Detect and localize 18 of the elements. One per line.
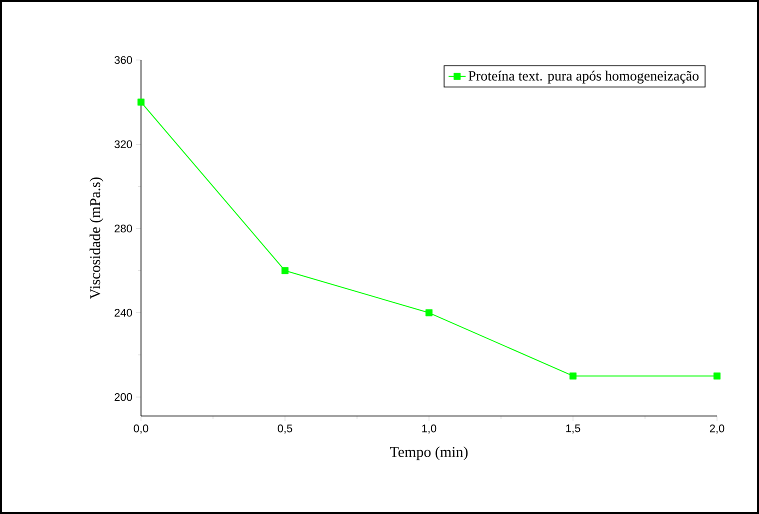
point [570,372,577,380]
x-tick-label: 2,0 [710,424,724,434]
point [138,98,145,106]
y-axis-title: Viscosidade (mPa.s) [90,177,104,300]
y-tick-label: 320 [114,140,132,148]
point [426,309,433,316]
x-axis-title: Tempo (min) [390,446,468,460]
y-tick-label: 200 [114,393,132,401]
point [714,372,721,380]
x-tick-label: 1,0 [422,424,436,434]
x-tick-label: 1,5 [566,424,580,434]
y-tick-label: 280 [114,224,132,232]
x-tick-label: 0,0 [134,424,148,434]
legend-label: Proteína text. pura após homogeneização [468,70,699,84]
y-tick-label: 360 [114,56,132,64]
x-tick-label: 0,5 [278,424,292,434]
y-tick-label: 240 [114,308,132,317]
point [282,267,289,274]
